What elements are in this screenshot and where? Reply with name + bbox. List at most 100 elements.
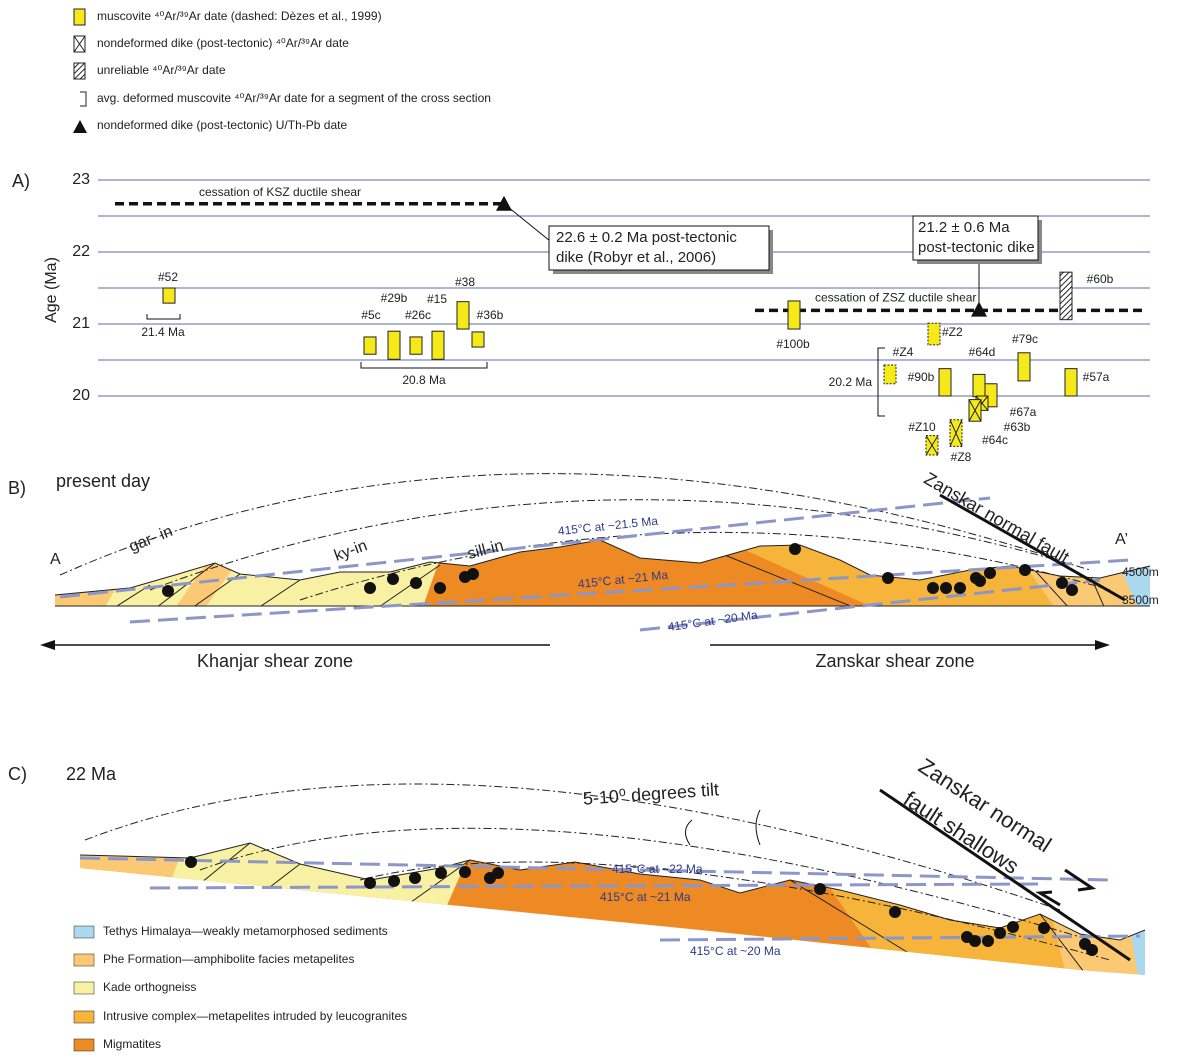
panel-label: B) (8, 478, 26, 498)
elevation: 3500m (1122, 593, 1159, 607)
sample-dot (492, 867, 504, 879)
isograd-label: gar- in (127, 523, 175, 556)
sample-label: #36b (477, 308, 504, 322)
legend-swatch (73, 1010, 95, 1024)
sample-dot (984, 567, 996, 579)
sample-bar (787, 300, 801, 330)
sample-dot (1056, 577, 1068, 589)
isograd-arc (149, 499, 1091, 591)
legend-swatch (73, 1038, 95, 1052)
isograd-arc (299, 531, 1111, 601)
fault (939, 493, 1126, 602)
sample-label: #63b (1004, 420, 1031, 434)
callout-text: dike (Robyr et al., 2006) (556, 249, 716, 266)
icon-muscovite (73, 8, 86, 26)
legend-text: muscovite ⁴⁰Ar/³⁹Ar date (dashed: Dèzes … (97, 9, 382, 23)
bracket (146, 314, 181, 320)
y-tick-label: 21 (72, 315, 90, 332)
sample-label: #Z10 (908, 420, 936, 434)
sample-label: #67a (1010, 405, 1037, 419)
icon-cross (73, 35, 86, 53)
legend-top: muscovite ⁴⁰Ar/³⁹Ar date (dashed: Dèzes … (97, 9, 491, 132)
dots (185, 856, 1098, 956)
sample-dot (409, 872, 421, 884)
legend-text: Intrusive complex—metapelites intruded b… (103, 1009, 407, 1023)
section-end: A (50, 551, 61, 568)
y-tick-label: 20 (72, 387, 90, 404)
sample-bar (431, 330, 445, 360)
legend-text: avg. deformed muscovite ⁴⁰Ar/³⁹Ar date f… (97, 91, 491, 105)
sample-bar (363, 336, 377, 355)
elevation: 4500m (1122, 565, 1159, 579)
legend-icons (73, 8, 87, 133)
sample-cross (949, 419, 963, 447)
sample-dot (982, 935, 994, 947)
sample-dot (1007, 921, 1019, 933)
sample-label: #26c (405, 308, 431, 322)
panel-a: 20 21 22 23 cessation of KSZ ductile shear ce… (72, 171, 1150, 464)
isotherm-label: 415°C at ~21.5 Ma (557, 514, 659, 538)
section-end: A’ (1115, 531, 1128, 548)
legend-text: Tethys Himalaya—weakly metamorphosed sed… (103, 924, 388, 938)
callout-text: 21.2 ± 0.6 Ma (918, 219, 1010, 236)
sample-dot (927, 582, 939, 594)
sample-dot (940, 582, 952, 594)
avg-label: 21.4 Ma (141, 325, 185, 339)
sample-bar (471, 331, 485, 348)
sample-label: #15 (427, 292, 447, 306)
sample-label: #Z8 (951, 450, 972, 464)
avg-label: 20.8 Ma (402, 373, 446, 387)
sample-bar (938, 368, 952, 397)
leader (503, 203, 556, 246)
legend-swatch (73, 981, 95, 995)
sample-label: #100b (776, 337, 810, 351)
panel-title: present day (56, 471, 150, 491)
dike-marker (971, 301, 987, 317)
y-tick-label: 22 (72, 243, 90, 260)
sample-label: #38 (455, 275, 475, 289)
sample-bar (387, 330, 401, 360)
panel-label: C) (8, 764, 27, 784)
sample-label: #64c (982, 433, 1008, 447)
sample-bar (162, 287, 176, 304)
sample-label: #60b (1087, 272, 1114, 286)
y-axis-label: Age (Ma) (43, 257, 60, 323)
sample-dot (162, 585, 174, 597)
sample-dot (435, 867, 447, 879)
legend-bottom: Tethys Himalaya—weakly metamorphosed sed… (73, 924, 407, 1052)
sample-dot (1066, 584, 1078, 596)
zone-label: Khanjar shear zone (197, 651, 353, 671)
sample-bar (409, 336, 423, 355)
sample-dot (789, 543, 801, 555)
isograd-label: ky-in (332, 537, 370, 565)
sample-bar (456, 301, 470, 330)
sample-bar (972, 373, 986, 398)
sample-label: #Z2 (942, 325, 963, 339)
isotherm-label: 415°C at ~20 Ma (690, 944, 781, 958)
isotherm-label: 415°C at ~22 Ma (612, 862, 703, 876)
sample-label: #5c (361, 308, 380, 322)
sample-bar (1064, 368, 1078, 397)
sample-dot (970, 572, 982, 584)
callout-text: post-tectonic dike (918, 239, 1035, 256)
avg-label: 20.2 Ma (829, 375, 873, 389)
y-tick-label: 23 (72, 171, 90, 188)
sample-label: #90b (908, 370, 935, 384)
legend-text: Kade orthogneiss (103, 980, 196, 994)
sample-dot (969, 935, 981, 947)
sample-bar (927, 322, 941, 346)
label-bg (812, 290, 1022, 307)
fault-label: Zanskar normal fault (921, 468, 1073, 567)
sample-bar (1059, 271, 1073, 321)
sample-dot (889, 906, 901, 918)
sample-dot (185, 856, 197, 868)
isotherm-label: 415°C at ~21 Ma (600, 890, 691, 904)
sample-label: #Z4 (893, 345, 914, 359)
sample-dot (954, 582, 966, 594)
tilt-label: 5-10⁰ degrees tilt (582, 779, 719, 808)
bracket (360, 362, 488, 369)
sample-dot (410, 577, 422, 589)
sample-label: #79c (1012, 332, 1038, 346)
icon-bracket (80, 91, 87, 107)
section-b (40, 473, 1151, 650)
